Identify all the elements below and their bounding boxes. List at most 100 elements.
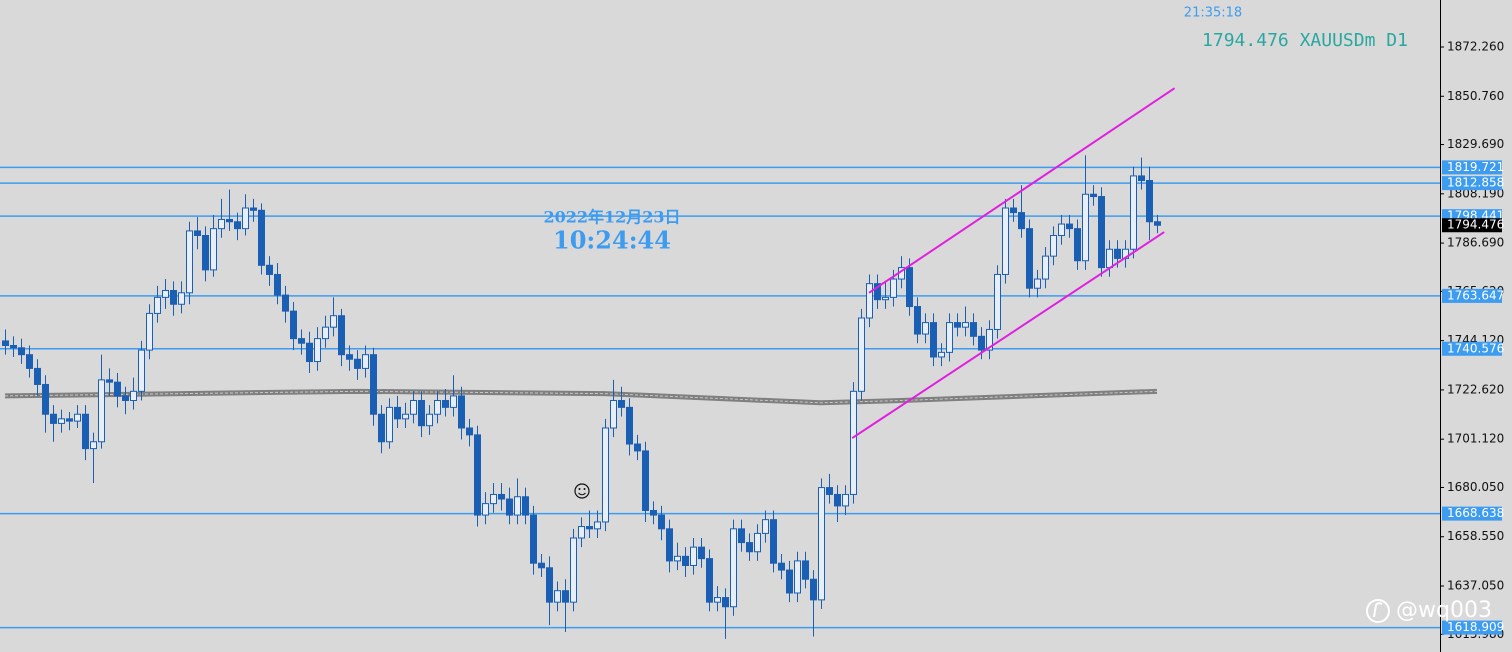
- y-tick-label: 1680.050: [1447, 480, 1504, 494]
- candle-body: [1002, 207, 1009, 275]
- candle-body: [754, 532, 761, 553]
- candle-body: [578, 526, 585, 539]
- candle-body: [866, 283, 873, 319]
- candle-body: [322, 326, 329, 340]
- candle-body: [82, 413, 89, 450]
- candle-body: [1154, 221, 1161, 226]
- candle-body: [850, 390, 857, 495]
- candle-body: [386, 406, 393, 443]
- candle-body: [610, 399, 617, 429]
- smiley-icon: [574, 483, 590, 499]
- candle-body: [1106, 248, 1113, 269]
- candle-body: [90, 441, 97, 450]
- candle-body: [1130, 175, 1137, 250]
- candle-body: [258, 209, 265, 266]
- candle-body: [162, 290, 169, 298]
- date-label: 2022年12月23日: [543, 208, 680, 227]
- candle-body: [626, 406, 633, 445]
- candle-body: [74, 413, 81, 422]
- candle-body: [338, 315, 345, 356]
- candle-body: [922, 322, 929, 335]
- candle-body: [298, 338, 305, 344]
- candle-body: [170, 290, 177, 305]
- candle-body: [826, 487, 833, 495]
- candle-body: [314, 338, 321, 363]
- y-tick-label: 1829.690: [1447, 137, 1504, 151]
- candle-body: [1090, 193, 1097, 198]
- level-tag: [1442, 160, 1502, 175]
- candle-body: [946, 322, 953, 353]
- candle-body: [1074, 228, 1081, 262]
- candle-body: [1018, 212, 1025, 230]
- candle-body: [930, 322, 937, 358]
- candle-body: [242, 207, 249, 230]
- candle-body: [154, 296, 161, 314]
- candle-body: [50, 413, 57, 424]
- level-tag: [1442, 620, 1502, 635]
- server-time: 21:35:18: [1184, 6, 1242, 21]
- candle-body: [514, 496, 521, 516]
- candle-body: [378, 413, 385, 443]
- candle-body: [1066, 223, 1073, 230]
- candle-body: [1138, 175, 1145, 182]
- candle-body: [458, 395, 465, 429]
- candle-body: [714, 597, 721, 603]
- candle-body: [186, 230, 193, 294]
- candle-body: [666, 528, 673, 562]
- candle-body: [882, 296, 889, 301]
- clock-label: 10:24:44: [553, 226, 671, 255]
- candle-body: [42, 383, 49, 415]
- candle-body: [690, 546, 697, 566]
- candle-body: [1010, 207, 1017, 214]
- candle-body: [26, 354, 33, 369]
- candle-body: [226, 218, 233, 223]
- candle-body: [954, 322, 961, 328]
- candle-body: [482, 503, 489, 516]
- candle-body: [906, 267, 913, 308]
- current-price-tag: [1442, 218, 1502, 233]
- candle-body: [962, 322, 969, 328]
- level-label: 1812.858: [1447, 176, 1504, 190]
- candle-body: [194, 230, 201, 237]
- candle-body: [522, 496, 529, 516]
- candle-body: [738, 528, 745, 544]
- candle-body: [770, 519, 777, 564]
- candle-body: [106, 379, 113, 383]
- candle-body: [218, 218, 225, 230]
- candle-body: [546, 567, 553, 603]
- candle-body: [178, 292, 185, 305]
- candle-body: [658, 514, 665, 530]
- candle-body: [370, 354, 377, 415]
- watermark: @wq003: [1396, 598, 1492, 623]
- candle-body: [442, 399, 449, 408]
- y-tick-label: 1872.260: [1447, 40, 1504, 54]
- candle-body: [202, 235, 209, 271]
- candle-body: [938, 351, 945, 358]
- candle-body: [778, 562, 785, 571]
- candle-body: [434, 399, 441, 415]
- candle-body: [746, 542, 753, 553]
- candle-body: [466, 427, 473, 436]
- candle-body: [498, 493, 505, 500]
- plot-area: [0, 87, 1440, 639]
- candle-body: [490, 493, 497, 505]
- symbol-label: 1794.476 XAUUSDm D1: [1202, 30, 1408, 51]
- channel-line: [851, 231, 1165, 439]
- candle-body: [58, 418, 65, 424]
- level-tag: [1442, 176, 1502, 191]
- candle-body: [474, 434, 481, 516]
- candle-body: [1034, 278, 1041, 289]
- candle-body: [570, 537, 577, 603]
- candle-body: [762, 519, 769, 534]
- candle-body: [138, 349, 145, 392]
- y-tick-label: 1786.690: [1447, 236, 1504, 250]
- candle-body: [674, 555, 681, 562]
- candle-body: [562, 590, 569, 603]
- candle-body: [98, 379, 105, 443]
- candle-body: [1098, 196, 1105, 269]
- candle-body: [1050, 235, 1057, 257]
- level-label: 1819.721: [1447, 160, 1504, 174]
- candle-body: [450, 395, 457, 408]
- y-tick-label: 1637.050: [1447, 579, 1504, 593]
